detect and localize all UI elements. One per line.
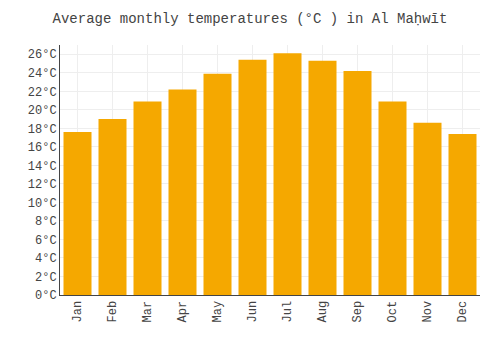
svg-text:Feb: Feb (106, 301, 120, 323)
svg-text:12°C: 12°C (28, 178, 57, 192)
svg-text:4°C: 4°C (35, 252, 57, 266)
svg-text:16°C: 16°C (28, 141, 57, 155)
svg-text:Mar: Mar (141, 301, 155, 323)
svg-text:Nov: Nov (421, 301, 435, 323)
svg-text:2°C: 2°C (35, 271, 57, 285)
svg-text:0°C: 0°C (35, 289, 57, 303)
svg-text:6°C: 6°C (35, 234, 57, 248)
svg-text:Sep: Sep (351, 301, 365, 323)
svg-text:20°C: 20°C (28, 104, 57, 118)
svg-text:May: May (211, 301, 225, 323)
svg-text:14°C: 14°C (28, 160, 57, 174)
svg-text:Apr: Apr (176, 301, 190, 323)
svg-text:Dec: Dec (456, 301, 470, 323)
svg-text:Aug: Aug (316, 301, 330, 323)
svg-text:8°C: 8°C (35, 215, 57, 229)
svg-text:Jul: Jul (281, 301, 295, 323)
svg-text:Average monthly temperatures (: Average monthly temperatures (°C ) in Al… (53, 11, 448, 27)
svg-text:22°C: 22°C (28, 86, 57, 100)
svg-text:10°C: 10°C (28, 197, 57, 211)
svg-text:Jun: Jun (246, 301, 260, 323)
svg-text:18°C: 18°C (28, 123, 57, 137)
svg-text:Jan: Jan (71, 301, 85, 323)
svg-text:24°C: 24°C (28, 67, 57, 81)
svg-text:26°C: 26°C (28, 48, 57, 62)
svg-text:Oct: Oct (386, 301, 400, 323)
